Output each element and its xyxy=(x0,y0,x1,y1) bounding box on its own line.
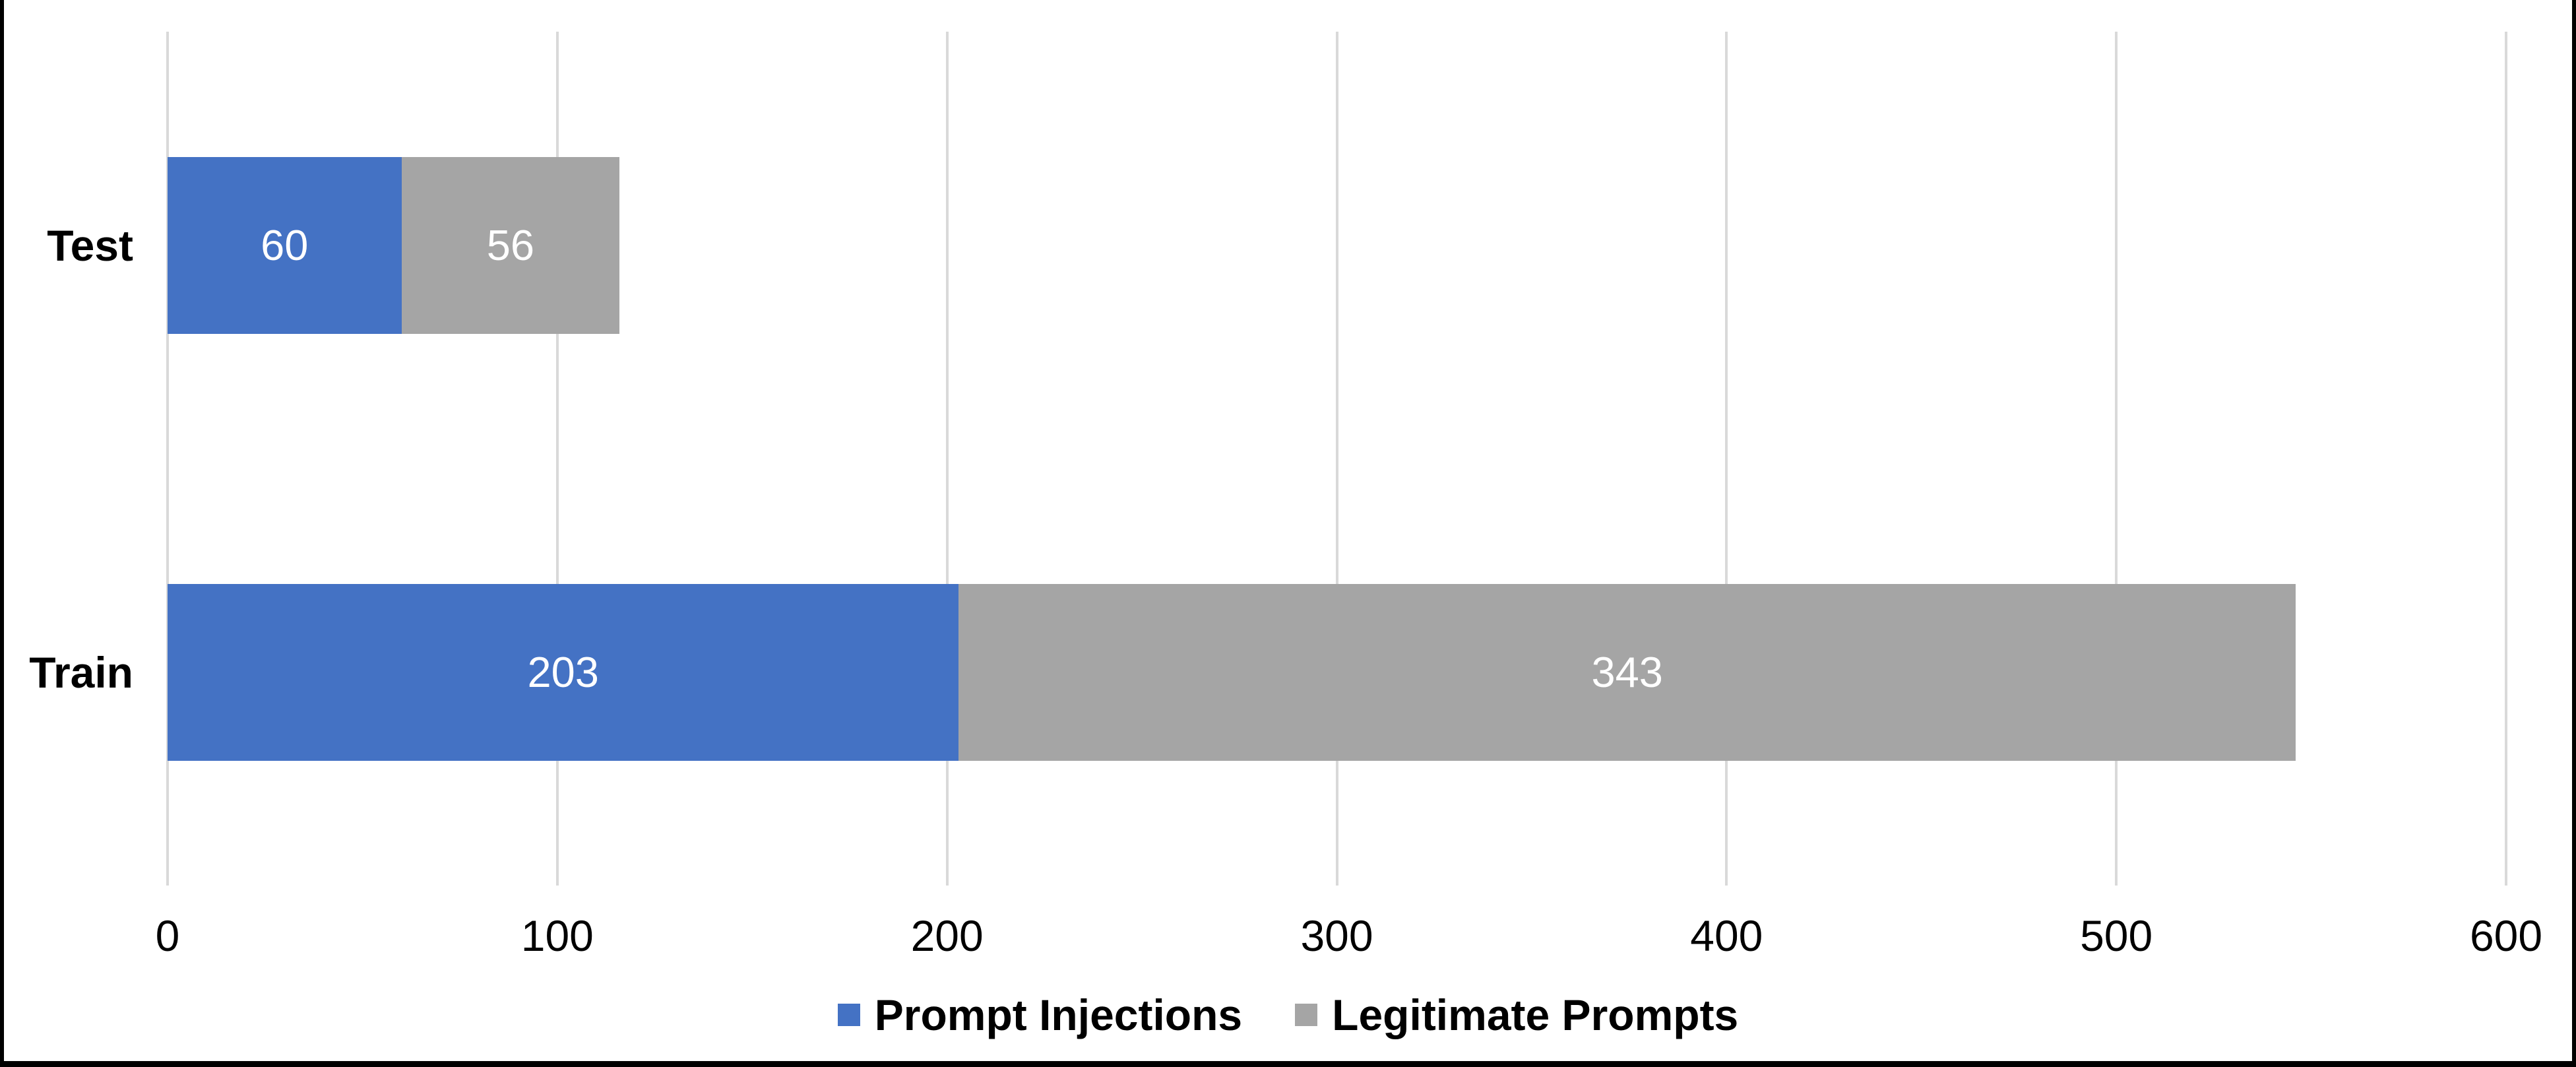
bar-segment-train-prompt-injections: 203 xyxy=(168,583,959,761)
category-label-test: Test xyxy=(47,220,133,270)
data-label: 60 xyxy=(261,221,309,269)
tick-label-400: 400 xyxy=(1690,911,1763,960)
bar-row-test: 60 56 xyxy=(168,156,620,334)
data-label: 343 xyxy=(1591,648,1663,696)
legend-label: Legitimate Prompts xyxy=(1332,990,1739,1039)
tick-label-200: 200 xyxy=(910,911,984,960)
category-label-train: Train xyxy=(29,647,133,697)
bar-segment-test-legitimate-prompts: 56 xyxy=(401,156,620,334)
legend: Prompt Injections Legitimate Prompts xyxy=(4,992,2572,1038)
gridline-x-400 xyxy=(1725,32,1728,886)
gridline-x-200 xyxy=(945,32,949,886)
legend-label: Prompt Injections xyxy=(874,990,1243,1039)
gridline-x-600 xyxy=(2505,32,2507,886)
tick-label-300: 300 xyxy=(1300,911,1373,960)
data-label: 203 xyxy=(527,648,599,696)
legend-entry-prompt-injections: Prompt Injections xyxy=(837,990,1243,1039)
legend-swatch-icon xyxy=(1295,1004,1318,1026)
gridline-x-300 xyxy=(1335,32,1338,886)
data-label: 56 xyxy=(486,221,535,269)
legend-entry-legitimate-prompts: Legitimate Prompts xyxy=(1295,992,1738,1038)
tick-label-500: 500 xyxy=(2080,911,2153,960)
tick-label-100: 100 xyxy=(520,911,594,960)
gridline-x-500 xyxy=(2115,32,2118,886)
plot-area: 60 56 203 343 xyxy=(166,32,2507,886)
gridline-x-0 xyxy=(166,32,169,886)
bar-segment-train-legitimate-prompts: 343 xyxy=(958,583,2296,761)
tick-label-600: 600 xyxy=(2469,911,2543,960)
bar-segment-test-prompt-injections: 60 xyxy=(168,156,402,334)
tick-label-0: 0 xyxy=(155,911,180,960)
gridline-x-100 xyxy=(555,32,559,886)
legend-swatch-icon xyxy=(837,1004,860,1026)
bar-row-train: 203 343 xyxy=(168,583,2296,761)
